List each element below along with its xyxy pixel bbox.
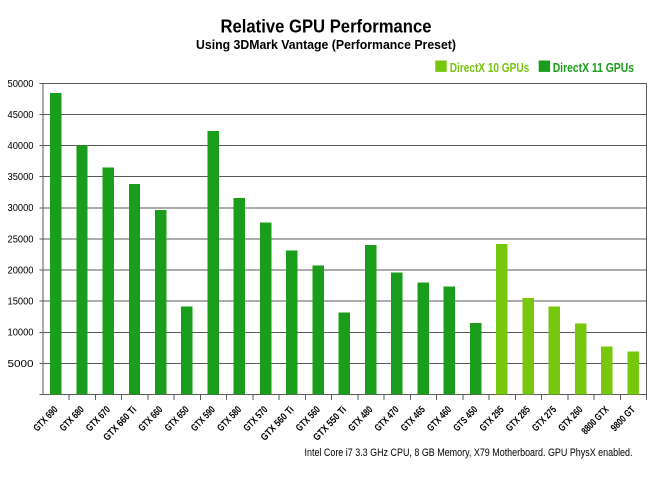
svg-text:10000: 10000 — [8, 328, 34, 339]
svg-text:DirectX 10 GPUs: DirectX 10 GPUs — [450, 60, 529, 75]
svg-text:Using 3DMark Vantage (Performa: Using 3DMark Vantage (Performance Preset… — [196, 37, 456, 52]
svg-text:5000: 5000 — [8, 359, 35, 370]
svg-text:20000: 20000 — [8, 266, 34, 277]
svg-text:45000: 45000 — [8, 110, 34, 121]
svg-text:Relative GPU Performance: Relative GPU Performance — [221, 17, 432, 37]
svg-text:DirectX 11 GPUs: DirectX 11 GPUs — [553, 60, 634, 75]
svg-text:30000: 30000 — [8, 203, 34, 214]
svg-text:50000: 50000 — [8, 79, 34, 90]
svg-text:40000: 40000 — [8, 141, 34, 152]
svg-text:Intel Core i7 3.3 GHz CPU, 8 G: Intel Core i7 3.3 GHz CPU, 8 GB Memory, … — [305, 447, 633, 459]
svg-text:35000: 35000 — [8, 172, 34, 183]
svg-text:25000: 25000 — [8, 234, 34, 245]
svg-text:15000: 15000 — [8, 297, 34, 308]
